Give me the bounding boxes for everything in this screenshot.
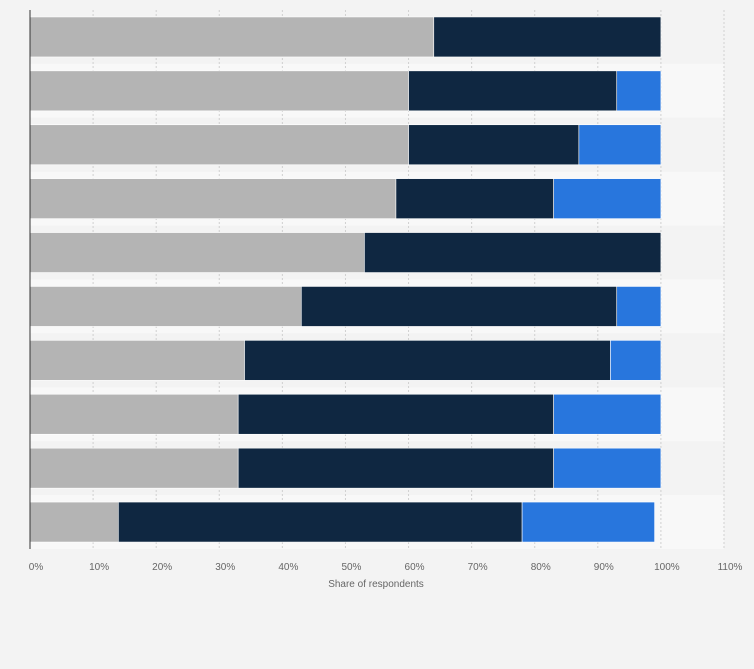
x-tick-label: 100%	[654, 562, 680, 573]
bar-segment-series-1[interactable]	[29, 70, 409, 112]
x-tick-label: 30%	[215, 562, 235, 573]
bar-segment-series-2[interactable]	[408, 70, 618, 112]
x-tick-label: 0%	[29, 562, 44, 573]
x-tick-label: 80%	[531, 562, 551, 573]
bar-segment-series-1[interactable]	[29, 16, 435, 58]
bar-segment-series-2[interactable]	[118, 501, 523, 543]
x-tick-label: 20%	[152, 562, 172, 573]
bar-segment-series-2[interactable]	[237, 447, 554, 489]
x-axis-ticks: 0% 10% 20% 30% 40% 50% 60% 70% 80% 90% 100% 110%	[29, 562, 743, 573]
bar-segment-series-3[interactable]	[610, 340, 662, 381]
x-tick-label: 110%	[718, 562, 743, 573]
bar-segment-series-1[interactable]	[29, 393, 239, 435]
bar-segment-series-3[interactable]	[521, 501, 655, 543]
bar-segment-series-3[interactable]	[616, 286, 662, 327]
bar-segment-series-1[interactable]	[29, 340, 245, 381]
bar-segment-series-3[interactable]	[578, 124, 662, 166]
bar-segment-series-1[interactable]	[29, 232, 365, 273]
bar-segment-series-2[interactable]	[244, 340, 611, 381]
bar-segment-series-2[interactable]	[300, 286, 618, 327]
x-tick-label: 10%	[89, 562, 109, 573]
bar-segment-series-3[interactable]	[553, 393, 662, 435]
bar-segment-series-2[interactable]	[237, 393, 554, 435]
x-tick-label: 70%	[468, 562, 488, 573]
bar-segment-series-2[interactable]	[364, 232, 662, 273]
x-tick-label: 50%	[341, 562, 361, 573]
bar-segment-series-2[interactable]	[433, 16, 662, 58]
bar-segment-series-1[interactable]	[29, 178, 397, 219]
bar-segment-series-1[interactable]	[29, 286, 302, 327]
bars	[29, 16, 662, 543]
x-axis-title: Share of respondents	[328, 579, 424, 590]
bar-segment-series-3[interactable]	[616, 70, 662, 112]
bar-segment-series-3[interactable]	[553, 178, 662, 219]
bar-segment-series-2[interactable]	[408, 124, 580, 166]
bar-segment-series-1[interactable]	[29, 501, 119, 543]
bar-segment-series-3[interactable]	[553, 447, 662, 489]
x-tick-label: 40%	[278, 562, 298, 573]
bar-segment-series-1[interactable]	[29, 124, 409, 166]
x-tick-label: 60%	[405, 562, 425, 573]
bar-segment-series-2[interactable]	[395, 178, 554, 219]
bar-segment-series-1[interactable]	[29, 447, 239, 489]
x-tick-label: 90%	[594, 562, 614, 573]
